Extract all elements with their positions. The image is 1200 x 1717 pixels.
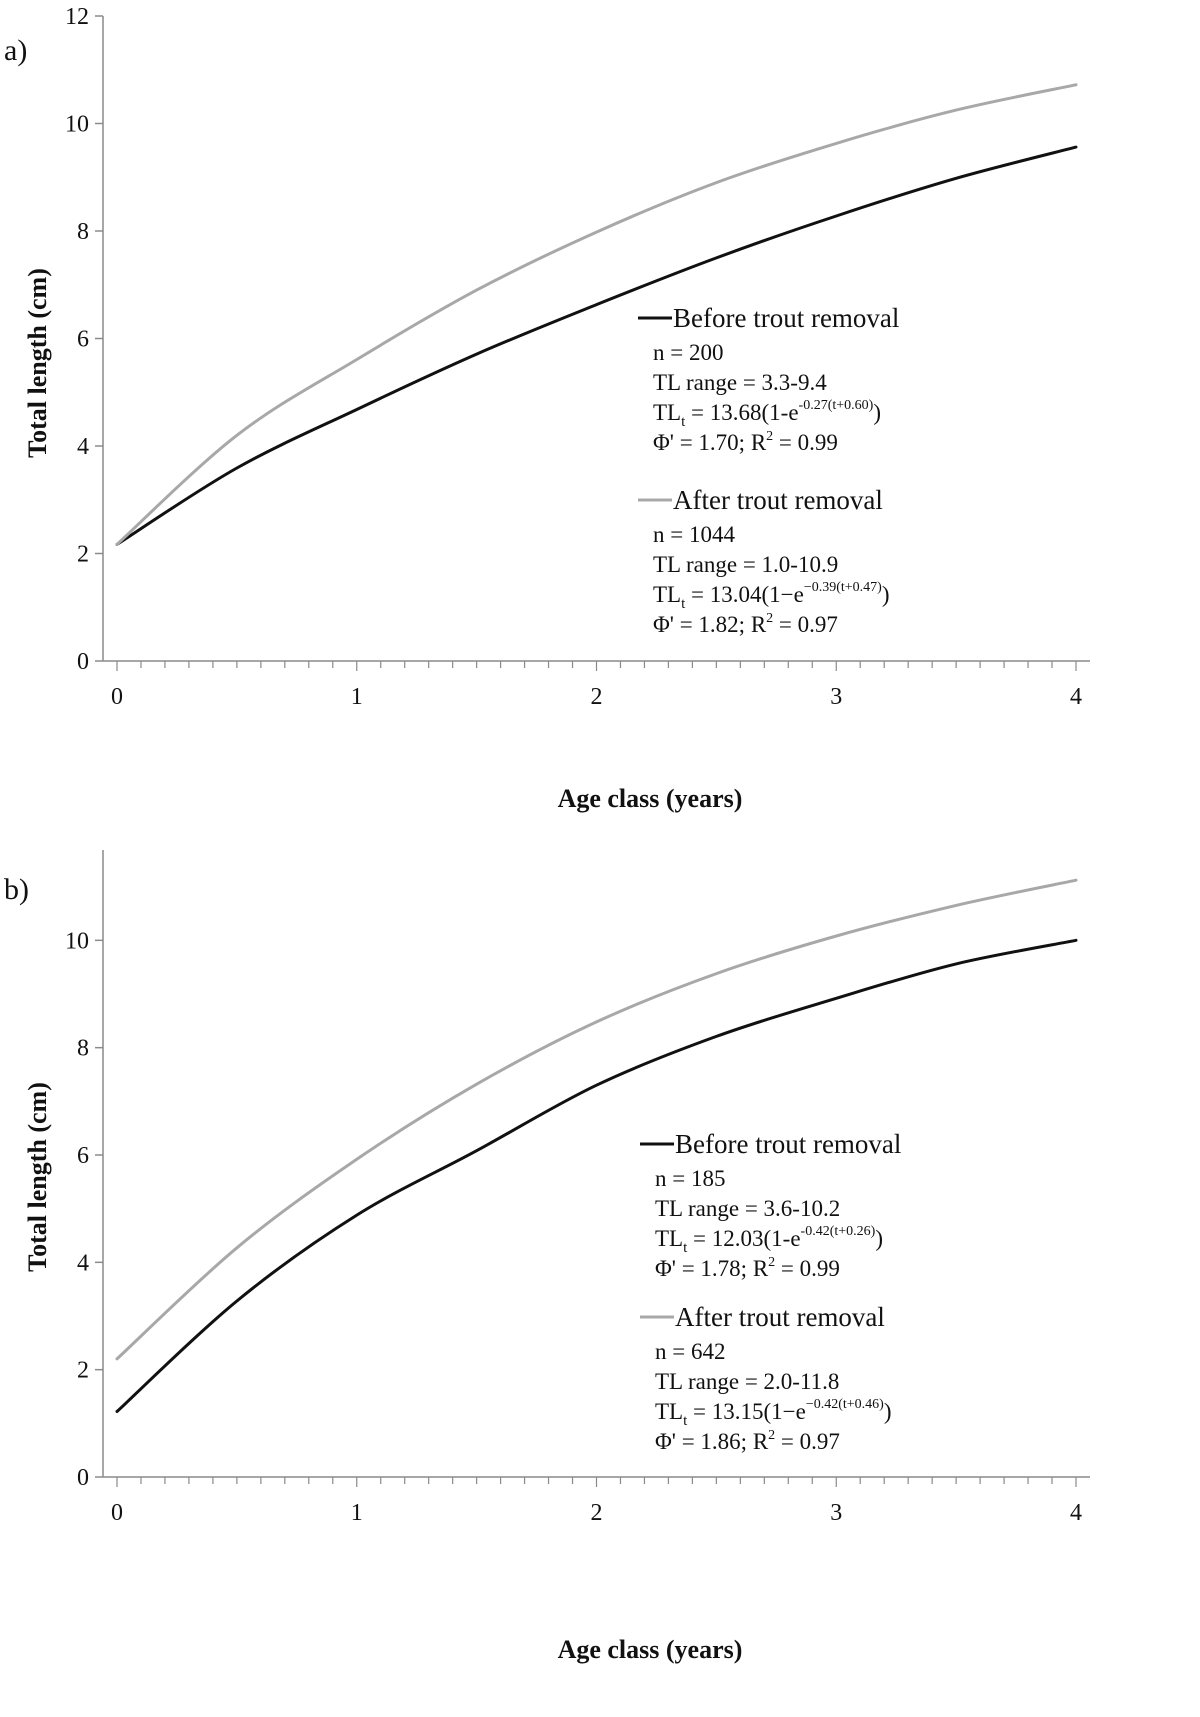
y-tick-label-a: 10 [65,112,89,138]
phi-r2: Φ' = 1.78; R [655,1256,769,1281]
legend-n-after-b: n = 642 [655,1339,725,1364]
legend-label-before-a: Before trout removal [673,303,899,333]
legend-range-before-b: TL range = 3.6-10.2 [655,1196,840,1221]
x-axis-title-b: Age class (years) [558,1635,743,1664]
phi-r2: Φ' = 1.86; R [655,1429,769,1454]
eq-exp: −0.39(t+0.47) [804,580,882,595]
eq-exp: -0.27(t+0.60) [799,398,874,413]
y-tick-label-a: 8 [77,219,89,245]
legend-entry-after-b: After trout removal n = 642 TL range = 2… [640,1302,892,1454]
r2-val: = 0.99 [775,1256,840,1281]
r2-sup: 2 [768,1255,775,1270]
y-tick-label-a: 12 [65,4,89,30]
eq-main: = 13.68(1-e [685,400,798,425]
r2-val: = 0.97 [773,612,838,637]
eq-exp: −0.42(t+0.46) [806,1397,884,1412]
y-axis-title-b: Total length (cm) [23,1082,52,1272]
eq-sub: t [683,1413,688,1429]
x-tick-label-a: 1 [351,684,363,710]
eq-main: = 12.03(1-e [687,1226,800,1251]
x-tick-label-a: 4 [1070,684,1082,710]
panel-label-b: b) [4,873,29,906]
eq-lhs: TL [653,582,681,607]
x-axis-title-a: Age class (years) [558,784,743,813]
x-tick-label-a: 3 [830,684,842,710]
x-tick-label-b: 0 [111,1500,123,1526]
legend-n-before-b: n = 185 [655,1166,725,1191]
r2-sup: 2 [766,611,773,626]
phi-r2: Φ' = 1.82; R [653,612,767,637]
growth-chart-panel-a: a) 0 2 4 6 8 10 12 0 1 2 3 4 Before trout removal n… [0,0,1200,850]
eq-close: ) [875,1226,883,1251]
y-tick-label-b: 0 [77,1465,89,1491]
eq-main: = 13.15(1−e [687,1399,806,1424]
y-tick-label-b: 10 [65,928,89,954]
eq-lhs: TL [653,400,681,425]
r2-val: = 0.97 [775,1429,840,1454]
before-series-line-b [115,938,1078,1413]
legend-entry-after-a: After trout removal n = 1044 TL range = … [638,485,890,637]
legend-phi-before-a: Φ' = 1.70; R2 = 0.99 [653,429,838,455]
y-tick-label-a: 2 [77,542,89,568]
eq-sub: t [681,414,686,430]
legend-entry-before-b: Before trout removal n = 185 TL range = … [640,1129,901,1281]
x-tick-label-b: 4 [1070,1500,1082,1526]
legend-range-before-a: TL range = 3.3-9.4 [653,370,827,395]
legend-label-before-b: Before trout removal [675,1129,901,1159]
x-tick-label-b: 2 [591,1500,603,1526]
chart-a-series [115,83,1078,546]
y-tick-label-a: 0 [77,649,89,675]
legend-phi-before-b: Φ' = 1.78; R2 = 0.99 [655,1255,840,1281]
legend-label-after-b: After trout removal [675,1302,885,1332]
chart-b-series [115,878,1078,1413]
y-tick-label-b: 8 [77,1036,89,1062]
eq-close: ) [873,400,881,425]
phi-r2: Φ' = 1.70; R [653,430,767,455]
eq-sub: t [683,1240,688,1256]
y-tick-label-a: 4 [77,434,89,460]
x-tick-label-a: 2 [591,684,603,710]
legend-range-after-a: TL range = 1.0-10.9 [653,552,838,577]
legend-phi-after-a: Φ' = 1.82; R2 = 0.97 [653,611,838,637]
legend-n-before-a: n = 200 [653,340,723,365]
r2-val: = 0.99 [773,430,838,455]
x-tick-label-b: 3 [830,1500,842,1526]
before-series-line-a [115,145,1078,546]
eq-main: = 13.04(1−e [685,582,804,607]
eq-lhs: TL [655,1399,683,1424]
eq-lhs: TL [655,1226,683,1251]
y-axis-title-a: Total length (cm) [23,268,52,458]
chart-a-legend: Before trout removal n = 200 TL range = … [638,303,899,637]
panel-label-a: a) [4,34,27,67]
legend-range-after-b: TL range = 2.0-11.8 [655,1369,839,1394]
legend-label-after-a: After trout removal [673,485,883,515]
eq-close: ) [884,1399,892,1424]
y-tick-label-b: 4 [77,1250,89,1276]
chart-b-legend: Before trout removal n = 185 TL range = … [640,1129,901,1454]
y-tick-label-b: 6 [77,1143,89,1169]
eq-close: ) [882,582,890,607]
y-tick-label-b: 2 [77,1358,89,1384]
r2-sup: 2 [768,1428,775,1443]
legend-equation-before-a: TLt = 13.68(1-e-0.27(t+0.60)) [653,398,881,430]
after-series-line-b [115,878,1078,1361]
after-series-line-a [115,83,1078,546]
r2-sup: 2 [766,429,773,444]
legend-n-after-a: n = 1044 [653,522,735,547]
legend-entry-before-a: Before trout removal n = 200 TL range = … [638,303,899,455]
legend-phi-after-b: Φ' = 1.86; R2 = 0.97 [655,1428,840,1454]
eq-sub: t [681,596,686,612]
x-tick-label-a: 0 [111,684,123,710]
eq-exp: -0.42(t+0.26) [801,1224,876,1239]
legend-equation-before-b: TLt = 12.03(1-e-0.42(t+0.26)) [655,1224,883,1256]
legend-equation-after-a: TLt = 13.04(1−e−0.39(t+0.47)) [653,580,890,612]
y-tick-label-a: 6 [77,327,89,353]
legend-equation-after-b: TLt = 13.15(1−e−0.42(t+0.46)) [655,1397,892,1429]
x-tick-label-b: 1 [351,1500,363,1526]
